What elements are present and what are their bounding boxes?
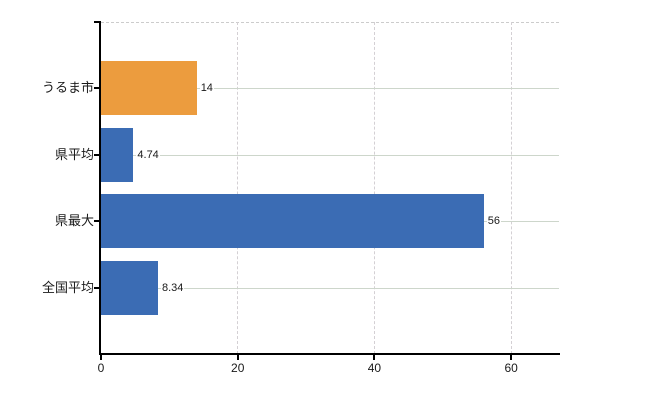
x-axis — [99, 353, 560, 355]
bar — [101, 61, 197, 116]
x-tick — [100, 355, 102, 360]
category-label: 県平均 — [54, 146, 94, 162]
plot-top-border — [101, 22, 559, 23]
bar — [101, 194, 484, 249]
x-tick — [373, 355, 376, 360]
category-label: 県最大 — [54, 213, 94, 229]
bar-value-label: 14 — [199, 80, 214, 97]
y-tick — [94, 87, 101, 90]
y-tick — [94, 153, 101, 156]
x-tick — [236, 355, 239, 360]
bar — [101, 260, 158, 315]
v-gridline — [237, 22, 239, 354]
y-tick — [94, 286, 101, 289]
v-gridline — [373, 22, 375, 354]
category-label: うるま市 — [41, 80, 94, 96]
category-label: 全国平均 — [41, 279, 94, 295]
x-tick-label: 20 — [231, 361, 245, 375]
x-tick-label: 40 — [367, 361, 382, 375]
v-gridline — [510, 22, 512, 354]
y-tick — [94, 220, 101, 223]
bar — [101, 127, 134, 182]
h-gridline — [101, 288, 559, 289]
h-gridline — [101, 88, 559, 89]
y-axis — [99, 22, 101, 355]
bar-value-label: 4.74 — [136, 146, 160, 163]
bar-value-label: 56 — [486, 213, 502, 230]
x-tick — [510, 355, 513, 360]
y-axis-top-tick — [94, 21, 101, 23]
bar-value-label: 8.34 — [161, 279, 185, 296]
x-tick-label: 0 — [97, 361, 105, 375]
h-gridline — [101, 155, 559, 156]
x-tick-label: 60 — [504, 361, 518, 375]
